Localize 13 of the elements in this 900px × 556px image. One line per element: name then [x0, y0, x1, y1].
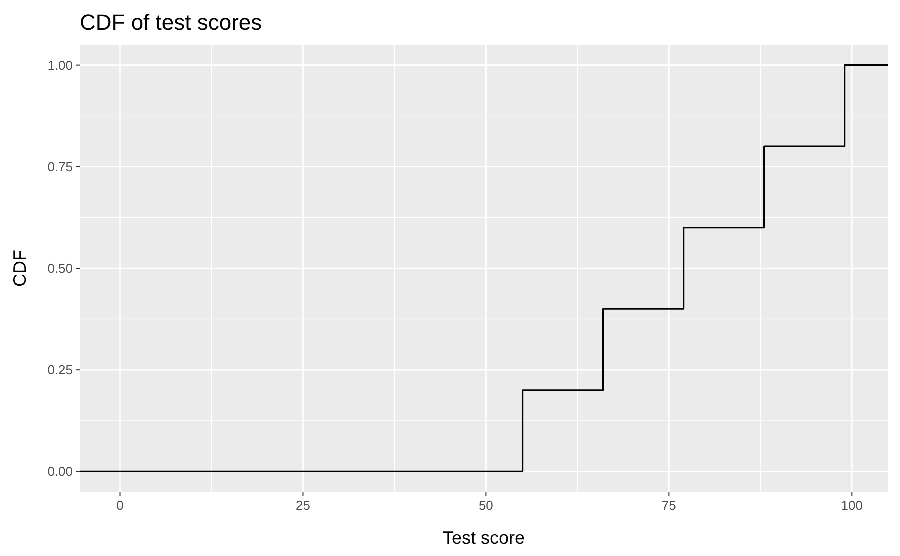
x-tick-label: 100	[841, 498, 863, 513]
x-tick-label: 25	[296, 498, 310, 513]
x-axis-title: Test score	[442, 528, 526, 548]
x-tick-label: 0	[116, 498, 124, 513]
y-tick-label: 0.25	[48, 362, 73, 378]
y-tick-label: 1.00	[48, 58, 73, 73]
y-tick-label: 0.50	[48, 261, 73, 276]
y-tick-label: 0.00	[48, 464, 73, 480]
x-tick-label: 50	[478, 498, 494, 513]
chart-title: CDF of test scores	[80, 10, 262, 35]
x-tick-label: 75	[662, 498, 676, 513]
y-axis-title: CDF	[10, 250, 30, 287]
y-tick-label: 0.75	[48, 159, 73, 174]
